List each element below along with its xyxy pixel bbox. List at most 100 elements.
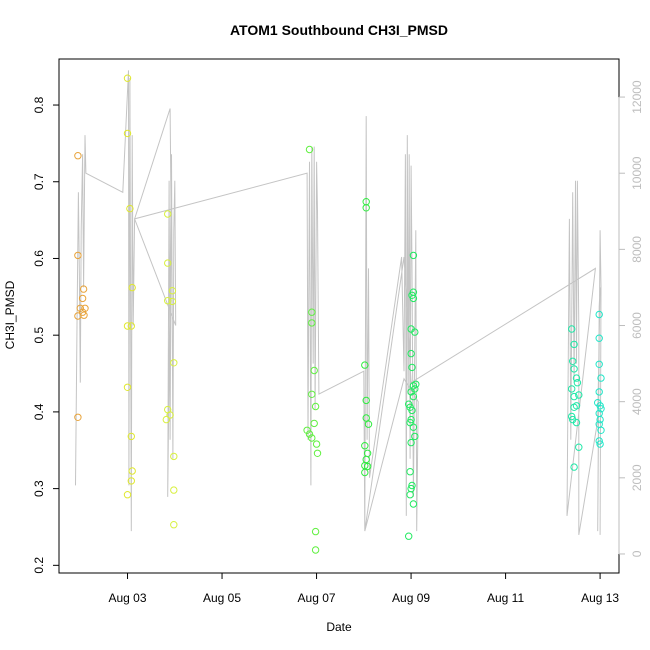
y2-tick-label-1: 2000 — [630, 464, 644, 491]
data-point-6-2 — [569, 357, 577, 365]
data-point-3-13 — [311, 546, 320, 554]
y-tick-label-3: 0.5 — [32, 327, 46, 344]
data-point-3-6 — [310, 419, 318, 428]
data-point-6-0 — [568, 325, 576, 333]
y2-tick-label-5: 10000 — [630, 156, 644, 190]
data-point-1-9 — [127, 477, 136, 485]
x-tick-label-1: Aug 05 — [203, 591, 241, 605]
data-point-4-5 — [364, 420, 373, 428]
x-tick-label-0: Aug 03 — [108, 591, 146, 605]
y2-tick-label-3: 6000 — [630, 312, 644, 339]
data-point-4-2 — [361, 361, 369, 369]
data-point-3-11 — [313, 449, 322, 457]
data-point-3-7 — [303, 426, 311, 434]
data-point-4-11 — [361, 468, 369, 477]
data-point-0-8 — [81, 304, 89, 312]
data-point-6-5 — [573, 379, 582, 387]
data-point-5-6 — [407, 349, 415, 358]
y-axis-label: CH3I_PMSD — [3, 280, 17, 349]
data-point-6-14 — [575, 443, 583, 451]
data-point-2-4 — [168, 297, 177, 306]
y2-tick-label-2: 4000 — [630, 388, 644, 415]
data-point-1-2 — [126, 204, 134, 213]
data-point-6-7 — [570, 392, 578, 401]
data-point-5-19 — [411, 432, 419, 441]
data-point-2-0 — [164, 210, 172, 218]
y-tick-label-1: 0.3 — [32, 480, 46, 497]
data-point-6-1 — [570, 340, 578, 349]
y-tick-label-4: 0.6 — [32, 250, 46, 267]
data-point-2-8 — [162, 415, 171, 424]
data-point-6-3 — [570, 365, 578, 373]
x-tick-label-3: Aug 09 — [392, 591, 430, 605]
y2-tick-label-6: 12000 — [630, 80, 644, 114]
y-tick-label-2: 0.4 — [32, 403, 46, 420]
data-point-3-0 — [305, 145, 314, 154]
data-point-6-6 — [568, 385, 576, 393]
data-point-5-0 — [409, 251, 418, 260]
data-point-2-1 — [164, 259, 172, 267]
data-point-3-2 — [308, 319, 316, 327]
data-point-7-11 — [597, 426, 605, 434]
y2-tick-label-4: 8000 — [630, 236, 644, 263]
data-point-6-4 — [572, 374, 581, 382]
data-point-0-2 — [74, 413, 82, 421]
data-point-5-25 — [409, 500, 418, 508]
data-point-7-1 — [595, 334, 603, 342]
data-point-5-3 — [409, 294, 418, 303]
data-point-7-7 — [597, 405, 605, 413]
data-point-5-15 — [408, 406, 416, 415]
data-points-layer — [74, 74, 605, 554]
data-point-4-3 — [362, 396, 370, 405]
data-point-0-5 — [78, 294, 87, 303]
data-point-2-3 — [168, 287, 177, 295]
data-point-2-2 — [164, 297, 172, 305]
data-point-1-10 — [123, 491, 132, 499]
data-point-3-12 — [311, 527, 320, 536]
data-point-5-26 — [405, 532, 413, 540]
chart-title: ATOM1 Southbound CH3I_PMSD — [230, 22, 448, 38]
data-point-1-5 — [127, 322, 136, 330]
data-point-7-2 — [595, 360, 603, 368]
data-point-2-9 — [170, 452, 178, 461]
data-point-7-9 — [596, 415, 604, 424]
data-point-2-7 — [166, 411, 174, 419]
data-point-1-7 — [127, 432, 136, 441]
data-point-5-16 — [407, 415, 415, 424]
data-point-1-0 — [123, 74, 132, 82]
data-point-3-9 — [308, 434, 316, 442]
data-point-2-11 — [170, 521, 178, 529]
data-point-5-20 — [407, 438, 415, 447]
data-point-4-1 — [362, 204, 370, 212]
data-point-7-6 — [596, 402, 604, 410]
data-point-0-0 — [74, 152, 82, 160]
x-tick-label-2: Aug 07 — [298, 591, 336, 605]
data-point-4-4 — [362, 414, 370, 422]
data-point-3-4 — [308, 390, 316, 398]
x-axis-label: Date — [326, 620, 352, 634]
y2-tick-label-0: 0 — [630, 550, 644, 557]
data-point-6-11 — [568, 412, 576, 421]
data-point-2-5 — [170, 359, 178, 367]
data-point-7-12 — [595, 437, 603, 445]
data-point-5-11 — [407, 388, 415, 396]
data-point-3-1 — [308, 308, 316, 316]
data-point-7-4 — [595, 388, 603, 396]
y2-series-line-0 — [75, 70, 602, 535]
y-tick-label-5: 0.7 — [32, 173, 46, 190]
data-point-6-13 — [572, 418, 581, 427]
data-point-0-1 — [74, 251, 82, 260]
data-point-5-18 — [409, 423, 418, 431]
data-point-5-24 — [406, 491, 414, 499]
y-axis: 0.2 0.3 0.4 0.5 0.6 0.7 0.8 — [32, 96, 60, 574]
data-point-1-3 — [128, 283, 136, 292]
x-tick-label-5: Aug 13 — [581, 591, 619, 605]
data-point-3-3 — [310, 366, 318, 375]
data-point-3-5 — [311, 402, 320, 411]
data-point-5-21 — [406, 468, 414, 476]
data-point-4-10 — [363, 462, 372, 471]
data-point-7-0 — [595, 310, 603, 319]
data-point-6-15 — [570, 463, 578, 471]
data-point-2-10 — [170, 486, 178, 494]
